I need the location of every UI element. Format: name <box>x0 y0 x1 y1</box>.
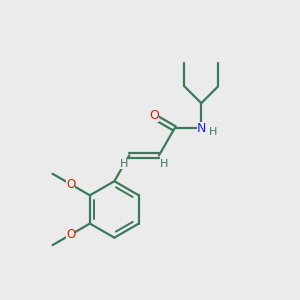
Text: H: H <box>160 159 169 169</box>
Text: H: H <box>208 127 217 137</box>
Text: O: O <box>149 109 159 122</box>
Text: O: O <box>66 228 75 241</box>
Text: H: H <box>120 159 128 169</box>
Text: O: O <box>66 178 75 191</box>
Text: N: N <box>196 122 206 135</box>
